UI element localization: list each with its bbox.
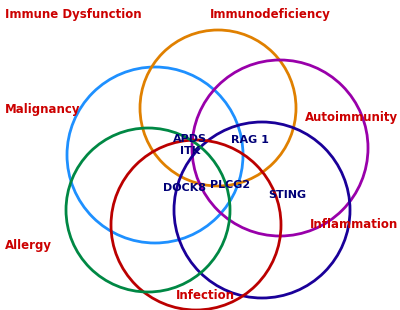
Text: Inflammation: Inflammation	[310, 219, 398, 232]
Text: APDS
ITK: APDS ITK	[173, 134, 207, 156]
Text: Immunodeficiency: Immunodeficiency	[210, 8, 330, 21]
Text: PLCG2: PLCG2	[210, 180, 250, 190]
Text: Allergy: Allergy	[5, 238, 52, 251]
Text: Immune Dysfunction: Immune Dysfunction	[5, 8, 142, 21]
Text: Malignancy: Malignancy	[5, 104, 80, 117]
Text: RAG 1: RAG 1	[231, 135, 269, 145]
Text: STING: STING	[268, 190, 306, 200]
Text: Autoimmunity: Autoimmunity	[305, 112, 398, 125]
Text: DOCK8: DOCK8	[164, 183, 206, 193]
Text: Infection: Infection	[176, 289, 234, 302]
